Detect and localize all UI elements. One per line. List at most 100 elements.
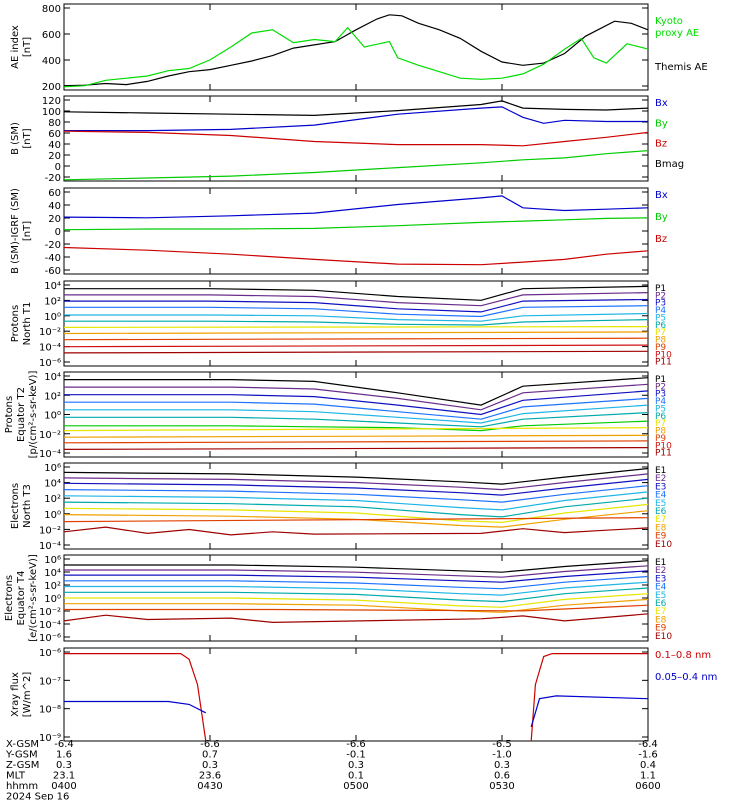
panel-4-legend-7: P8 — [655, 427, 666, 437]
panel-2-ytick-label: 40 — [48, 201, 61, 212]
footer-value: 0.7 — [202, 750, 218, 761]
panel-3-ytick-label: 10⁴ — [44, 281, 61, 292]
panel-2-ytick-label: 20 — [48, 214, 61, 225]
panel-4-ytick-label: 10⁻² — [39, 430, 61, 441]
footer-value: -6.6 — [200, 739, 220, 750]
footer-row-label: Y-GSM — [5, 750, 38, 761]
panel-2-frame — [63, 187, 649, 275]
panel-6-ytick-label: 10⁻² — [39, 607, 61, 618]
panel-0-frame — [63, 3, 649, 91]
footer-value: 0.3 — [56, 760, 72, 771]
panel-3-series-8 — [63, 337, 649, 341]
panel-6-ytick-label: 10⁻⁶ — [39, 633, 61, 644]
panel-4-series-3 — [64, 397, 649, 420]
footer-value: 0500 — [343, 781, 368, 792]
panel-6-ytick-label: 10⁻⁴ — [39, 620, 61, 631]
panel-1-ytick-label: 20 — [48, 151, 61, 162]
panel-3-legend-3: P4 — [655, 306, 666, 316]
panel-6-series-9 — [63, 613, 649, 624]
panel-5-series-8 — [63, 517, 649, 523]
panel-1-ytick-label: 60 — [48, 129, 61, 140]
panel-4-legend-1: P2 — [655, 382, 666, 392]
panel-3-legend-8: P9 — [655, 343, 666, 353]
footer-value: -6.5 — [492, 739, 512, 750]
panel-3-ytick-label: 10² — [44, 296, 61, 307]
panel-6-legend-9: E10 — [655, 632, 672, 642]
footer-row-label: X-GSM — [6, 739, 39, 750]
panel-4-ylabel: Protons — [4, 396, 15, 433]
panel-6-series-5 — [64, 587, 649, 603]
panel-2-ylabel: [nT] — [22, 221, 33, 241]
panel-0-legend-0: Kyoto — [655, 16, 683, 27]
panel-7-ytick-label: 10⁻⁷ — [39, 676, 61, 687]
panel-5-legend-3: E4 — [655, 491, 667, 501]
panel-3-ylabel: Protons — [10, 305, 21, 342]
panel-4-legend-4: P5 — [655, 404, 666, 414]
panel-1-series-2 — [63, 130, 649, 147]
panel-3-series-1 — [64, 292, 649, 307]
panel-5-legend-8: E9 — [655, 532, 667, 542]
panel-6-ytick-label: 10² — [44, 581, 61, 592]
panel-0-ytick-label: 800 — [42, 4, 61, 15]
panel-2-ytick-label: -20 — [45, 240, 61, 251]
panel-6-series-8 — [64, 604, 649, 612]
panel-3-legend-10: P11 — [655, 358, 672, 368]
panel-3-legend-4: P5 — [655, 313, 666, 323]
panel-6-ylabel: [e/(cm²-s-sr-keV)] — [28, 554, 39, 642]
panel-6-legend-5: E6 — [655, 599, 667, 609]
panel-6-legend-6: E7 — [655, 607, 666, 617]
panel-5-legend-2: E3 — [655, 482, 666, 492]
panel-5-legend-4: E5 — [655, 499, 666, 509]
panel-4-series-9 — [63, 440, 649, 444]
footer-value: -6.4 — [638, 739, 658, 750]
panel-1-ylabel: B (SM) — [10, 122, 21, 155]
panel-2-ytick-label: -40 — [45, 253, 61, 264]
panel-7-ytick-label: 10⁻⁹ — [39, 733, 61, 744]
panel-3-legend-5: P6 — [655, 321, 666, 331]
panel-7-ytick-label: 10⁻⁶ — [39, 648, 61, 659]
panel-4-legend-0: P1 — [655, 375, 666, 385]
footer-value: 1.1 — [640, 771, 656, 782]
panel-2-series-2 — [63, 246, 649, 266]
panel-1-series-3 — [63, 150, 649, 181]
panel-6-legend-8: E9 — [655, 624, 667, 634]
panel-1-ylabel: [nT] — [22, 128, 33, 148]
panel-4-ylabel: [p/(cm²-s-sr-keV)] — [28, 371, 39, 459]
panel-5-series-5 — [63, 497, 649, 518]
footer-value: 23.6 — [199, 771, 221, 782]
panel-7-ylabel: [W/m^2] — [22, 672, 33, 718]
panel-6-series-0 — [64, 560, 649, 573]
panel-6-legend-0: E1 — [655, 558, 666, 568]
panel-5-legend-9: E10 — [655, 540, 672, 550]
panel-0-legend-1: proxy AE — [655, 28, 699, 39]
footer-value: -0.1 — [346, 750, 366, 761]
panel-4-series-8 — [63, 434, 649, 438]
panel-3-series-4 — [64, 312, 649, 322]
panel-4-legend-3: P4 — [655, 397, 666, 407]
panel-7-ytick-label: 10⁻⁸ — [39, 705, 61, 716]
panel-4-ylabel: Equator T2 — [16, 387, 27, 442]
panel-1-ytick-label: 0 — [55, 162, 61, 173]
panel-7-legend-1: 0.05–0.4 nm — [655, 672, 717, 683]
panel-6-ytick-label: 10⁰ — [44, 594, 61, 605]
panel-6-legend-1: E2 — [655, 566, 666, 576]
panel-4-legend-9: P10 — [655, 441, 672, 451]
panel-0-ytick-label: 200 — [42, 82, 61, 93]
panel-3-series-7 — [63, 331, 649, 335]
panel-7-series-3 — [530, 695, 649, 728]
panel-3-ytick-label: 10⁰ — [44, 312, 61, 323]
panel-0-series-1 — [63, 26, 649, 88]
panel-4-series-0 — [64, 377, 649, 406]
panel-3-ytick-label: 10⁻⁴ — [39, 343, 61, 354]
panel-0-series-0 — [63, 14, 649, 87]
panel-7-series-2 — [64, 700, 207, 714]
panel-1-legend-1: By — [655, 118, 668, 129]
footer-value: 0.3 — [348, 760, 364, 771]
panel-6-series-3 — [64, 575, 649, 590]
panel-6-ylabel: Equator T4 — [16, 571, 27, 626]
panel-3-ytick-label: 10⁻² — [39, 327, 61, 338]
footer-value: 0.3 — [202, 760, 218, 771]
panel-4-legend-5: P6 — [655, 412, 666, 422]
panel-7-series-0 — [64, 652, 207, 742]
